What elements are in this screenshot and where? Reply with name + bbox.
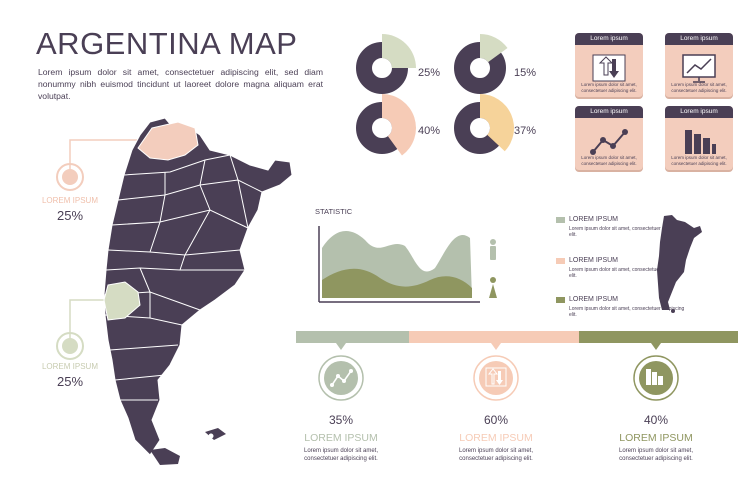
monitor-chart-icon [682, 54, 716, 83]
donut-1 [356, 34, 416, 94]
card-2: Lorem ipsum Lorem ipsum dolor sit amet, … [665, 33, 733, 97]
card-3: Lorem ipsum Lorem ipsum dolor sit amet, … [575, 106, 643, 170]
card-text: Lorem ipsum dolor sit amet, consectetuer… [581, 155, 637, 166]
card-1: Lorem ipsum Lorem ipsum dolor sit amet, … [575, 33, 643, 97]
donut-slice [382, 94, 416, 156]
legend-text: Lorem ipsum dolor sit amet, consectetuer… [569, 267, 685, 279]
donut-3 [356, 94, 416, 156]
stat-text-3: Lorem ipsum dolor sit amet, consectetuer… [618, 448, 694, 462]
legend-swatch [556, 297, 565, 303]
stat-text-2: Lorem ipsum dolor sit amet, consectetuer… [458, 448, 534, 462]
line-graph-icon [330, 369, 353, 387]
stat-value-2: 60% [483, 413, 509, 427]
callout-value-1: 25% [56, 208, 84, 223]
bar-chart-icon [646, 369, 663, 385]
male-person-icon [490, 239, 496, 260]
callout-value-2: 25% [56, 374, 84, 389]
stat-value-1: 35% [328, 413, 354, 427]
card-title: Lorem ipsum [665, 33, 733, 45]
legend-title: LOREM IPSUM [569, 257, 619, 264]
legend-text: Lorem ipsum dolor sit amet, consectetuer… [569, 226, 685, 238]
progress-bar [296, 331, 738, 343]
statistic-area-chart [318, 226, 497, 303]
donut-value-4: 37% [514, 125, 537, 137]
card-title: Lorem ipsum [665, 106, 733, 118]
donut-slice [382, 34, 416, 68]
statistic-title: STATISTIC [315, 207, 353, 216]
donut-slice [480, 94, 514, 152]
progress-segment-3 [578, 331, 738, 343]
card-text: Lorem ipsum dolor sit amet, consectetuer… [671, 155, 727, 166]
card-title: Lorem ipsum [575, 106, 643, 118]
progress-segment-2 [408, 331, 579, 343]
stat-text-1: Lorem ipsum dolor sit amet, consectetuer… [303, 448, 379, 462]
donut-2 [454, 34, 508, 94]
card-text: Lorem ipsum dolor sit amet, consectetuer… [581, 82, 637, 93]
card-title: Lorem ipsum [575, 33, 643, 45]
legend-title: LOREM IPSUM [569, 296, 619, 303]
progress-markers [318, 343, 679, 401]
donut-value-3: 40% [418, 125, 441, 137]
stat-label-2: LOREM IPSUM [459, 432, 533, 444]
intro-text: Lorem ipsum dolor sit amet, consectetuer… [38, 67, 323, 101]
donut-value-1: 25% [418, 67, 441, 79]
legend-text: Lorem ipsum dolor sit amet, consectetuer… [569, 306, 685, 318]
argentina-mini-map [657, 215, 702, 313]
up-down-arrows-icon [592, 54, 626, 82]
stat-label-3: LOREM IPSUM [619, 432, 693, 444]
legend-swatch [556, 217, 565, 223]
donut-charts [356, 34, 514, 156]
card-text: Lorem ipsum dolor sit amet, consectetuer… [671, 82, 727, 93]
progress-segment-1 [296, 331, 409, 343]
callout-label-1: LOREM IPSUM [41, 196, 98, 205]
donut-value-2: 15% [514, 67, 537, 79]
donut-4 [454, 94, 514, 154]
legend-title: LOREM IPSUM [569, 216, 619, 223]
legend-swatch [556, 258, 565, 264]
callout-label-2: LOREM IPSUM [41, 362, 98, 371]
female-person-icon [489, 277, 497, 298]
stat-value-3: 40% [643, 413, 669, 427]
page-title: ARGENTINA MAP [36, 26, 298, 61]
line-graph-icon [590, 129, 628, 155]
stat-label-1: LOREM IPSUM [304, 432, 378, 444]
bar-chart-icon [685, 130, 716, 154]
card-4: Lorem ipsum Lorem ipsum dolor sit amet, … [665, 106, 733, 170]
donut-slice [480, 34, 508, 63]
up-down-arrows-icon [485, 367, 507, 387]
